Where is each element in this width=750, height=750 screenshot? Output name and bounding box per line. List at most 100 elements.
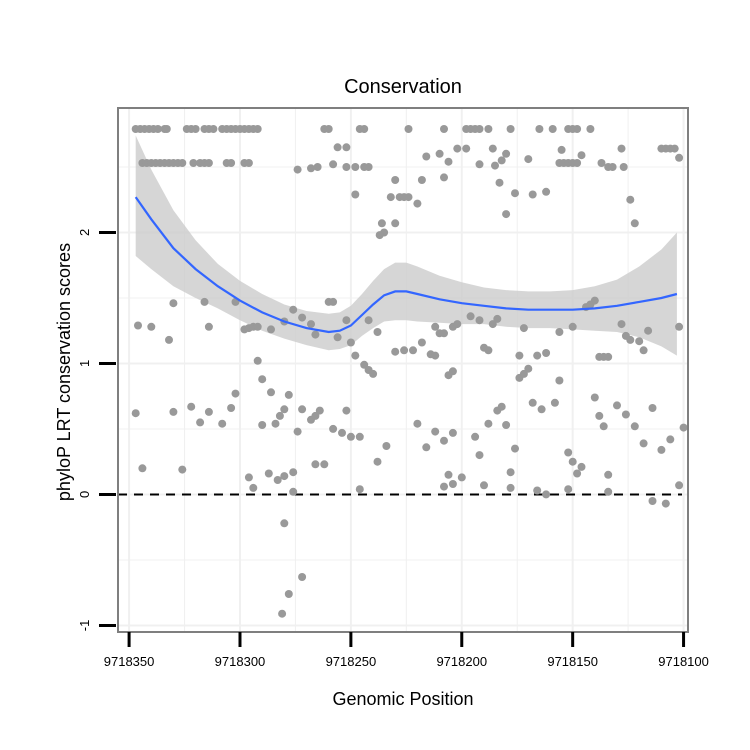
data-point xyxy=(626,335,635,344)
data-point xyxy=(329,160,338,169)
data-point xyxy=(298,313,307,322)
data-point xyxy=(533,486,542,495)
data-point xyxy=(675,322,684,331)
data-point xyxy=(165,335,173,344)
data-point xyxy=(267,388,275,397)
data-point xyxy=(134,321,142,330)
data-point xyxy=(377,219,386,228)
data-point xyxy=(311,411,320,420)
grid-lines xyxy=(118,108,688,632)
data-point xyxy=(351,190,360,199)
data-point xyxy=(178,465,187,474)
data-point xyxy=(218,419,227,428)
data-point xyxy=(555,376,564,385)
data-point xyxy=(369,369,378,378)
data-point xyxy=(644,326,653,335)
data-point xyxy=(573,125,582,133)
data-point xyxy=(280,519,289,528)
data-point xyxy=(355,432,364,441)
x-axis: 9718350 9718300 9718250 9718200 9718150 97181… xyxy=(104,632,709,669)
x-tick-label: 9718350 xyxy=(104,654,155,669)
data-point xyxy=(400,346,409,355)
data-point xyxy=(329,424,338,433)
data-point xyxy=(258,421,267,429)
data-point xyxy=(231,389,240,398)
data-point xyxy=(404,193,413,202)
data-point xyxy=(670,144,679,153)
data-point xyxy=(169,299,178,308)
data-point xyxy=(253,356,262,365)
data-point xyxy=(657,445,666,454)
data-point xyxy=(273,476,282,484)
data-point xyxy=(404,125,413,133)
data-point xyxy=(280,472,289,481)
data-point xyxy=(346,338,355,347)
data-points xyxy=(131,125,688,618)
data-point xyxy=(191,125,200,133)
data-point xyxy=(391,219,400,228)
data-point xyxy=(528,398,537,407)
data-point xyxy=(373,457,382,466)
data-point xyxy=(466,312,475,321)
data-point xyxy=(333,143,342,152)
data-point xyxy=(448,480,457,488)
data-point xyxy=(289,487,298,496)
data-point xyxy=(453,144,462,153)
data-point xyxy=(244,159,253,167)
data-point xyxy=(382,442,391,450)
data-point xyxy=(307,320,315,329)
data-point xyxy=(346,432,355,441)
data-point xyxy=(666,435,675,444)
data-point xyxy=(568,457,577,466)
data-point xyxy=(630,422,639,431)
data-point xyxy=(391,347,400,356)
data-point xyxy=(471,432,480,441)
data-point xyxy=(289,468,298,477)
data-point xyxy=(608,163,617,171)
data-point xyxy=(506,125,515,133)
data-point xyxy=(515,351,524,360)
data-point xyxy=(488,144,497,153)
data-point xyxy=(661,499,670,508)
data-point xyxy=(511,189,519,198)
data-point xyxy=(488,320,497,329)
data-point xyxy=(244,473,253,482)
data-point xyxy=(293,427,302,436)
data-point xyxy=(338,428,346,437)
data-point xyxy=(227,159,236,167)
data-point xyxy=(448,367,457,376)
data-point xyxy=(440,436,448,445)
data-point xyxy=(448,428,457,437)
data-point xyxy=(162,125,171,133)
data-point xyxy=(289,305,298,314)
y-tick-label: 1 xyxy=(77,360,92,367)
data-point xyxy=(311,330,320,339)
x-tick-label: 9718250 xyxy=(326,654,377,669)
data-point xyxy=(524,155,533,164)
data-point xyxy=(333,333,342,342)
confidence-band-area xyxy=(135,135,677,356)
data-point xyxy=(639,346,648,355)
data-point xyxy=(435,149,444,158)
data-point xyxy=(542,490,551,499)
data-point xyxy=(440,329,448,338)
data-point xyxy=(360,360,369,369)
data-point xyxy=(364,163,373,171)
data-point xyxy=(431,427,440,436)
data-point xyxy=(138,464,147,473)
data-point xyxy=(568,322,577,331)
data-point xyxy=(311,460,320,469)
data-point xyxy=(422,443,431,452)
data-point xyxy=(342,143,351,152)
data-point xyxy=(342,406,351,415)
data-point xyxy=(422,152,431,161)
data-point xyxy=(648,404,657,412)
data-point xyxy=(495,178,504,187)
data-point xyxy=(204,322,213,331)
data-point xyxy=(533,351,542,360)
data-point xyxy=(386,193,395,202)
chart-title: Conservation xyxy=(344,76,462,98)
data-point xyxy=(196,418,205,427)
data-point xyxy=(280,405,289,414)
data-point xyxy=(519,324,528,333)
